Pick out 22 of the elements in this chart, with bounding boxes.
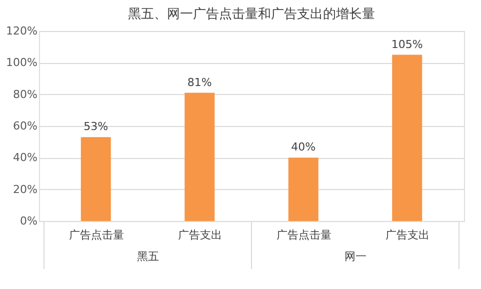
x-tick-label: 广告点击量 bbox=[68, 228, 124, 242]
x-tick-label: 广告支出 bbox=[178, 228, 222, 242]
y-tick-label: 60% bbox=[13, 120, 38, 132]
text: 黑五 bbox=[136, 250, 159, 263]
y-tick-label: 120% bbox=[6, 24, 38, 38]
text: 网一 bbox=[344, 250, 366, 263]
y-tick-label: 20% bbox=[13, 182, 38, 196]
data-label: 40% bbox=[291, 140, 316, 154]
chart-title: 黑五、网一广告点击量和广告支出的增长量 bbox=[128, 7, 375, 22]
bar bbox=[80, 137, 111, 221]
bar bbox=[392, 54, 422, 221]
x-tick-label: 广告点击量 bbox=[276, 228, 332, 242]
data-label: 81% bbox=[187, 76, 212, 89]
bar bbox=[184, 92, 215, 221]
data-label: 53% bbox=[84, 120, 108, 134]
y-tick-label: 0% bbox=[20, 214, 38, 228]
y-tick-label: 100% bbox=[6, 56, 38, 70]
data-label: 105% bbox=[391, 38, 423, 51]
y-tick-label: 40% bbox=[13, 151, 38, 164]
y-tick-label: 80% bbox=[13, 88, 38, 101]
x-tick-label: 广告支出 bbox=[386, 228, 430, 242]
bar bbox=[288, 158, 318, 221]
